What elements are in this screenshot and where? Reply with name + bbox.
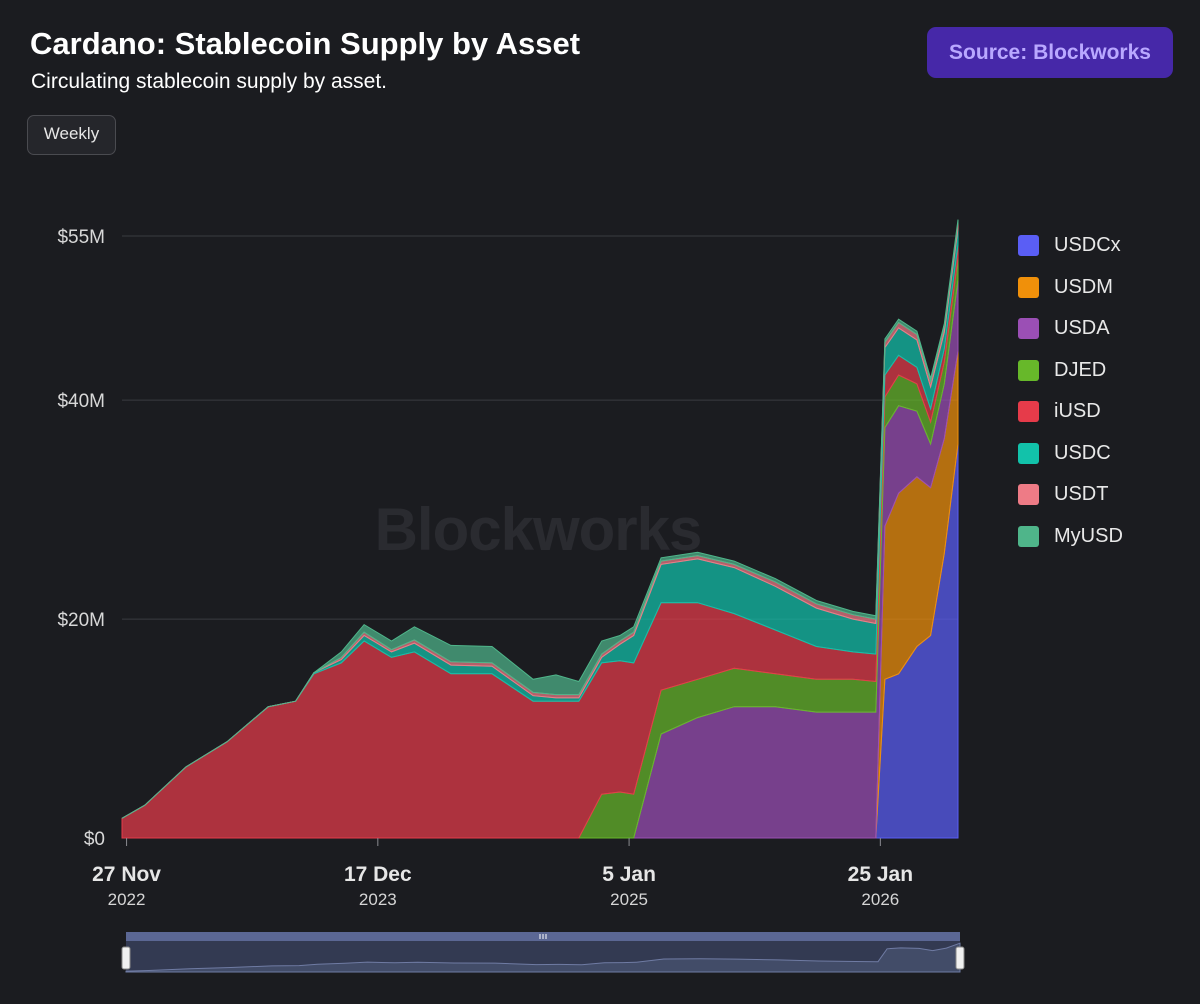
x-tick-year: 2026 — [861, 890, 899, 909]
legend-item-usda[interactable]: USDA — [1018, 308, 1188, 350]
legend-swatch — [1018, 235, 1039, 257]
x-tick-label: 17 Dec — [344, 863, 412, 886]
legend-swatch — [1018, 525, 1039, 547]
navigator-handle-right[interactable] — [955, 946, 965, 970]
legend-label: USDA — [1054, 317, 1110, 340]
navigator-handle-left[interactable] — [121, 946, 131, 970]
legend-label: USDCx — [1054, 234, 1121, 257]
legend-swatch — [1018, 318, 1039, 340]
legend-item-myusd[interactable]: MyUSD — [1018, 516, 1188, 558]
legend-item-usdm[interactable]: USDM — [1018, 267, 1188, 309]
watermark: Blockworks — [375, 496, 702, 563]
legend-swatch — [1018, 276, 1039, 298]
y-tick-label: $40M — [57, 391, 105, 412]
x-tick-label: 5 Jan — [602, 863, 656, 886]
legend-swatch — [1018, 442, 1039, 464]
series-areas — [121, 219, 959, 839]
y-tick-label: $20M — [57, 610, 105, 631]
source-button[interactable]: Source: Blockworks — [927, 27, 1173, 78]
legend-item-djed[interactable]: DJED — [1018, 350, 1188, 392]
x-axis: 27 Nov 2022 17 Dec 2023 5 Jan 2025 25 Jan 2026 — [92, 838, 913, 909]
x-tick-year: 2022 — [108, 890, 146, 909]
legend-label: iUSD — [1054, 400, 1101, 423]
x-tick-label: 25 Jan — [848, 863, 913, 886]
y-axis: $0 $20M $40M $55M — [57, 227, 105, 850]
legend: USDCx USDM USDA DJED iUSD USDC USDT MyUSD — [1018, 225, 1188, 557]
legend-label: USDM — [1054, 275, 1113, 298]
interval-weekly-button[interactable]: Weekly — [27, 115, 116, 155]
range-navigator[interactable] — [121, 932, 965, 973]
x-tick-year: 2025 — [610, 890, 648, 909]
page-subtitle: Circulating stablecoin supply by asset. — [31, 70, 388, 93]
legend-item-usdt[interactable]: USDT — [1018, 474, 1188, 516]
y-tick-label: $0 — [84, 829, 105, 850]
series-area-myusd — [121, 219, 959, 819]
x-tick-year: 2023 — [359, 890, 397, 909]
legend-item-usdc[interactable]: USDC — [1018, 433, 1188, 475]
x-tick-label: 27 Nov — [92, 863, 161, 886]
legend-swatch — [1018, 359, 1039, 381]
navigator-series — [125, 942, 961, 973]
y-tick-label: $55M — [57, 227, 105, 248]
legend-item-iusd[interactable]: iUSD — [1018, 391, 1188, 433]
legend-item-usdcx[interactable]: USDCx — [1018, 225, 1188, 267]
legend-label: USDC — [1054, 441, 1111, 464]
legend-label: MyUSD — [1054, 524, 1123, 547]
legend-swatch — [1018, 484, 1039, 506]
page-title: Cardano: Stablecoin Supply by Asset — [30, 26, 581, 61]
legend-label: USDT — [1054, 483, 1109, 506]
legend-swatch — [1018, 401, 1039, 423]
legend-label: DJED — [1054, 358, 1107, 381]
